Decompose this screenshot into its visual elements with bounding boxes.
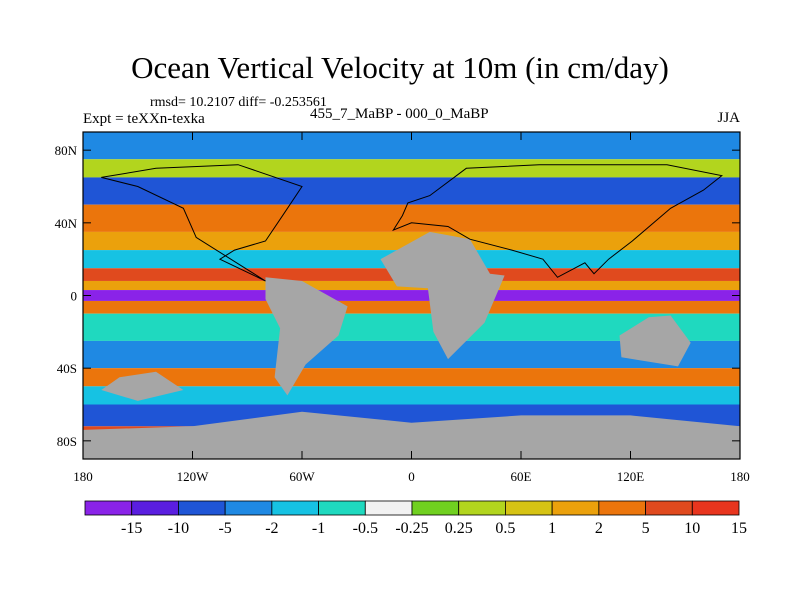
colorbar-box (178, 500, 226, 516)
field-band-1 (83, 159, 740, 178)
colorbar-box (411, 500, 460, 516)
y-tick-label: 40S (57, 361, 77, 376)
axis-ticks: 180 120W 60W 0 60E 120E 180 80N 40N 0 40S 80S (55, 132, 750, 484)
colorbar-label: 0.5 (495, 520, 515, 537)
land-south-america (265, 277, 348, 396)
y-tick-label: 40N (55, 216, 78, 231)
land-antarctica (83, 411, 740, 459)
colorbar-box (598, 500, 646, 516)
colorbar-box (364, 500, 413, 516)
experiment-label: Expt = teXXn-texka (83, 111, 205, 127)
x-tick-label: 0 (408, 469, 415, 484)
season-label: JJA (717, 110, 740, 126)
colorbar-label: 1 (548, 520, 556, 537)
colorbar-label: 2 (595, 520, 603, 537)
y-tick-label: 0 (71, 289, 78, 304)
colorbar-label: 0.25 (445, 520, 473, 537)
field-band-4 (83, 231, 740, 251)
field-band-2 (83, 177, 740, 205)
colorbar-label: -15 (121, 520, 142, 537)
colorbar-box (645, 500, 693, 516)
field-band-9 (83, 300, 740, 314)
x-tick-label: 60E (511, 469, 532, 484)
colorbar-box (131, 500, 179, 516)
field-band-13 (83, 386, 740, 405)
colorbar-label: -10 (168, 520, 189, 537)
colorbar-label: 10 (684, 520, 700, 537)
x-tick-label: 180 (730, 469, 750, 484)
experiment-names: 455_7_MaBP - 000_0_MaBP (310, 106, 489, 122)
colorbar-label: -0.25 (395, 520, 428, 537)
colorbar-label: 15 (731, 520, 747, 537)
colorbar-box (271, 500, 319, 516)
field-band-12 (83, 368, 740, 387)
colorbar-label: -2 (265, 520, 278, 537)
land-mask (83, 231, 740, 459)
y-tick-label: 80N (55, 143, 78, 158)
x-tick-label: 60W (289, 469, 315, 484)
plot-title: Ocean Vertical Velocity at 10m (in cm/da… (131, 50, 669, 85)
coastlines (101, 164, 723, 282)
colorbar-label: 5 (642, 520, 650, 537)
land-africa (380, 231, 505, 360)
coastline-north-america (101, 164, 303, 282)
map-plot-area (83, 132, 740, 459)
velocity-field (83, 132, 740, 459)
colorbar-box (505, 500, 553, 516)
colorbar: -15 -10 -5 -2 -1 -0.5 -0.25 0.25 0.5 1 2 5 10 15 (84, 500, 747, 537)
colorbar-label: -0.5 (353, 520, 378, 537)
x-tick-label: 120E (617, 469, 645, 484)
x-tick-label: 120W (177, 469, 210, 484)
colorbar-box (224, 500, 273, 516)
field-band-8 (83, 290, 740, 301)
land-south-pacific-isle (101, 371, 184, 401)
coastline-eurasia (392, 164, 723, 278)
colorbar-box (458, 500, 506, 516)
colorbar-label: -5 (218, 520, 231, 537)
colorbar-box (551, 500, 600, 516)
field-band-3 (83, 204, 740, 232)
colorbar-box (84, 500, 133, 516)
y-tick-label: 80S (57, 434, 77, 449)
x-tick-label: 180 (73, 469, 93, 484)
colorbar-box (691, 500, 740, 516)
colorbar-box (318, 500, 366, 516)
land-australia (619, 315, 691, 367)
rmsd-diff-stats: rmsd= 10.2107 diff= -0.253561 (150, 95, 327, 110)
colorbar-label: -1 (312, 520, 325, 537)
